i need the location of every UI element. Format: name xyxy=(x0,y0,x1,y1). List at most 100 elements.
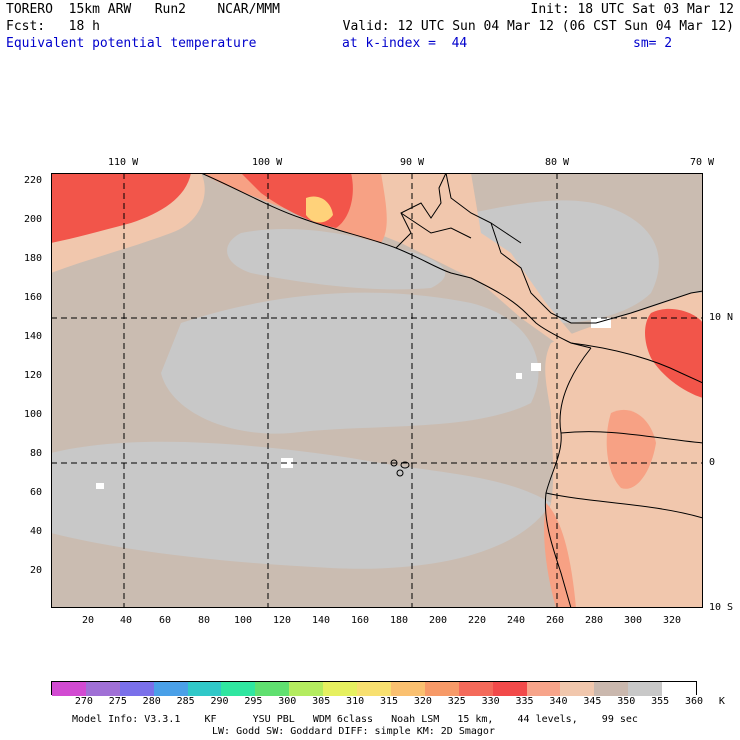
color-scale-bar xyxy=(51,681,697,696)
x-tick-140: 140 xyxy=(312,615,331,626)
lon-label-90w: 90 W xyxy=(400,157,425,168)
x-tick-160: 160 xyxy=(351,615,370,626)
cold-spot-2 xyxy=(516,373,522,379)
color-scale-labels: 270 275 280 285 290 295 300 305 310 315 320 325 330 3… xyxy=(51,696,725,708)
colorbar-cell xyxy=(85,682,121,696)
colorbar-label: 275 xyxy=(108,696,127,707)
lat-label-equator: 0 xyxy=(709,457,716,468)
colorbar-cell xyxy=(594,682,630,696)
y-tick-80: 80 xyxy=(30,448,43,459)
colorbar-label: 285 xyxy=(176,696,195,707)
y-tick-160: 160 xyxy=(24,292,43,303)
coastline-caribbean xyxy=(445,173,703,324)
colorbar-label: 345 xyxy=(583,696,602,707)
x-tick-60: 60 xyxy=(159,615,172,626)
colorbar-label: K xyxy=(718,696,725,707)
y-tick-60: 60 xyxy=(30,487,43,498)
x-tick-20: 20 xyxy=(82,615,95,626)
x-tick-260: 260 xyxy=(546,615,565,626)
colorbar-cell xyxy=(221,682,257,696)
y-tick-100: 100 xyxy=(24,409,43,420)
x-tick-280: 280 xyxy=(585,615,604,626)
colorbar-label: 350 xyxy=(617,696,636,707)
colorbar-label: 295 xyxy=(244,696,263,707)
map-frame xyxy=(51,173,703,608)
lon-label-100w: 100 W xyxy=(252,157,283,168)
colorbar-label: 300 xyxy=(278,696,297,707)
colorbar-label: 305 xyxy=(312,696,331,707)
y-tick-200: 200 xyxy=(24,214,43,225)
x-tick-180: 180 xyxy=(390,615,409,626)
x-tick-300: 300 xyxy=(624,615,643,626)
cold-spot-4 xyxy=(591,318,611,328)
colorbar-cell xyxy=(289,682,325,696)
colorbar-label: 270 xyxy=(74,696,93,707)
model-info: Model Info: V3.3.1 KF YSU PBL WDM 6class… xyxy=(72,714,638,725)
lon-label-110w: 110 W xyxy=(108,157,139,168)
cold-spot-5 xyxy=(96,483,104,489)
colorbar-label: 335 xyxy=(515,696,534,707)
country-borders xyxy=(400,212,703,519)
colorbar-cell xyxy=(526,682,562,696)
lat-label-10n: 10 N xyxy=(709,312,734,323)
physics-info: LW: Godd SW: Goddard DIFF: simple KM: 2D… xyxy=(212,726,495,737)
model-run-title: TORERO 15km ARW Run2 NCAR/MMM xyxy=(6,2,280,17)
colorbar-label: 330 xyxy=(481,696,500,707)
y-tick-40: 40 xyxy=(30,526,43,537)
hot-northwest xyxy=(51,173,191,243)
colorbar-label: 320 xyxy=(413,696,432,707)
hot-andes xyxy=(606,409,656,489)
colorbar-cell xyxy=(153,682,189,696)
x-tick-200: 200 xyxy=(429,615,448,626)
lon-label-80w: 80 W xyxy=(545,157,570,168)
colorbar-label: 340 xyxy=(549,696,568,707)
level-index: at k-index = 44 xyxy=(342,36,468,51)
colorbar-label: 290 xyxy=(210,696,229,707)
x-tick-80: 80 xyxy=(198,615,211,626)
cool-band-south xyxy=(51,441,551,569)
cold-spot-1 xyxy=(531,363,541,371)
cool-band-north xyxy=(227,228,446,290)
colorbar-label: 355 xyxy=(651,696,670,707)
y-tick-180: 180 xyxy=(24,253,43,264)
x-tick-40: 40 xyxy=(120,615,133,626)
coastline-south-america xyxy=(544,347,592,608)
y-tick-120: 120 xyxy=(24,370,43,381)
smoothing-value: sm= 2 xyxy=(633,36,673,51)
colorbar-cell xyxy=(255,682,291,696)
cool-band-central xyxy=(161,292,539,434)
forecast-hour: Fcst: 18 h xyxy=(6,19,100,34)
colorbar-cell xyxy=(628,682,664,696)
peak-mexico xyxy=(306,196,333,223)
hot-peru-coast xyxy=(544,503,576,608)
x-tick-240: 240 xyxy=(507,615,526,626)
colorbar-label: 325 xyxy=(447,696,466,707)
colorbar-cell xyxy=(357,682,392,696)
colorbar-label: 315 xyxy=(379,696,398,707)
x-tick-320: 320 xyxy=(663,615,682,626)
y-tick-140: 140 xyxy=(24,331,43,342)
x-tick-120: 120 xyxy=(273,615,292,626)
theta-e-map xyxy=(51,173,703,608)
init-time: Init: 18 UTC Sat 03 Mar 12 xyxy=(530,2,735,17)
field-name: Equivalent potential temperature xyxy=(6,36,257,51)
colorbar-cell xyxy=(119,682,155,696)
valid-time: Valid: 12 UTC Sun 04 Mar 12 (06 CST Sun … xyxy=(342,19,734,34)
lon-label-70w: 70 W xyxy=(690,157,715,168)
y-tick-20: 20 xyxy=(30,565,43,576)
colorbar-label: 360 xyxy=(685,696,704,707)
x-tick-220: 220 xyxy=(468,615,487,626)
colorbar-cell xyxy=(187,682,223,696)
lat-label-10s: 10 S xyxy=(709,602,734,613)
coastline-central-america xyxy=(200,173,592,349)
colorbar-cell xyxy=(662,682,696,696)
lat-lon-gridlines xyxy=(51,173,703,608)
hot-colombia xyxy=(645,308,703,398)
colorbar-cell xyxy=(458,682,494,696)
colorbar-label: 310 xyxy=(346,696,365,707)
colorbar-cell xyxy=(492,682,528,696)
colorbar-cell xyxy=(390,682,426,696)
x-tick-100: 100 xyxy=(234,615,253,626)
colorbar-cell xyxy=(52,682,87,696)
colorbar-cell xyxy=(424,682,460,696)
